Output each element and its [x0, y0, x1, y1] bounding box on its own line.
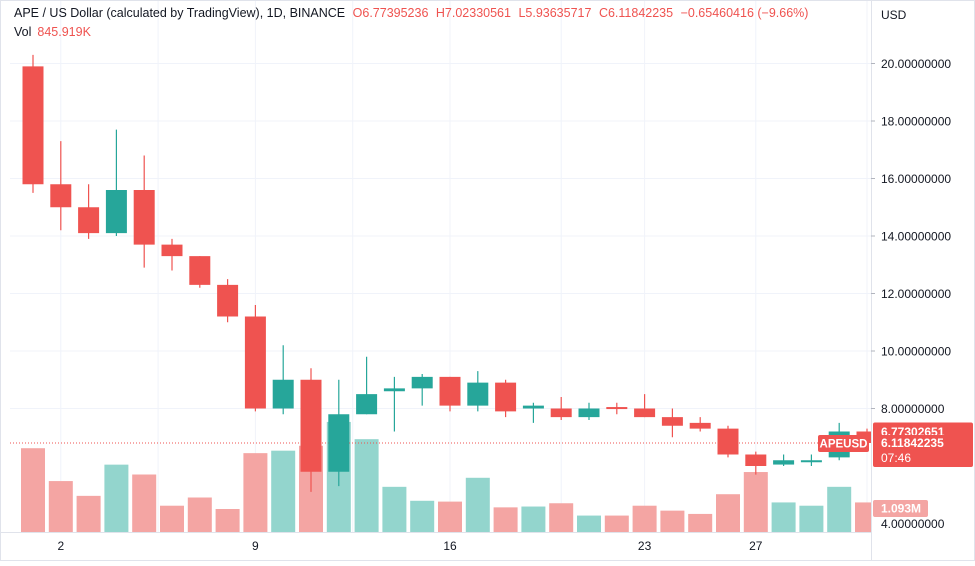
candle-body [272, 379, 294, 409]
candle-body [773, 460, 795, 465]
price-tick-label: 20.00000000 [881, 57, 951, 71]
volume-bar [438, 501, 462, 532]
price-axis[interactable]: 20.00000000 18.00000000 16.00000000 14.0000… [871, 0, 975, 561]
volume-value: 845.919K [37, 25, 91, 39]
volume-bar [743, 472, 768, 532]
candle-body [606, 407, 628, 410]
volume-bar [187, 497, 212, 532]
date-tick-label: 16 [443, 539, 457, 553]
volume-bar [632, 505, 657, 532]
low-value: L5.93635717 [518, 6, 592, 20]
open-value: O6.77395236 [352, 6, 429, 20]
candle-body [467, 382, 489, 406]
candle-body [78, 207, 100, 234]
candle-body [411, 376, 433, 389]
candle-body [578, 408, 600, 418]
volume-bar [465, 477, 490, 532]
candle-body [800, 460, 822, 463]
countdown-label: 07:46 [881, 451, 911, 465]
volume-bar [827, 486, 852, 532]
candle-body [300, 379, 322, 472]
candle-body [133, 190, 155, 245]
candle-body [689, 422, 711, 429]
close-value: C6.11842235 [598, 6, 674, 20]
currency-label: USD [881, 8, 907, 22]
ohlc-legend: APE / US Dollar (calculated by TradingVi… [14, 6, 812, 20]
candle-body [217, 284, 239, 317]
volume-bar [215, 509, 240, 532]
candle-body [383, 388, 405, 392]
volume-bar [104, 464, 129, 532]
candle-body [745, 454, 767, 466]
candle-body [50, 184, 72, 208]
candle-body [661, 417, 683, 426]
volume-badge-label: 1.093M [881, 502, 921, 516]
volume-bar [354, 439, 379, 532]
volume-bar [521, 506, 546, 532]
date-tick-label: 2 [57, 539, 64, 553]
candle-body [161, 244, 183, 257]
date-tick-label: 9 [252, 539, 259, 553]
price-badges: 6.77302651 6.11842235 07:46 APEUSD 1.093… [818, 422, 973, 531]
price-tick-label: 8.00000000 [881, 402, 945, 416]
volume-bar [493, 507, 518, 532]
plot-area[interactable] [10, 0, 871, 532]
candle-body [105, 190, 127, 234]
volume-bars [21, 421, 879, 532]
grid [10, 0, 871, 532]
symbol-badge [818, 435, 869, 452]
volume-bar [48, 481, 73, 532]
date-tick-label: 27 [749, 539, 763, 553]
partial-price-tick: 4.00000000 [881, 517, 945, 531]
change-value: −0.65460416 (−9.66%) [680, 6, 809, 20]
price-tick-label: 18.00000000 [881, 115, 951, 129]
volume-bar [243, 453, 268, 532]
candle-body [495, 382, 517, 412]
volume-badge [873, 500, 928, 517]
price-tick-label: 12.00000000 [881, 287, 951, 301]
candle-body [22, 66, 44, 185]
symbol-label: APEUSD [820, 439, 868, 451]
volume-bar [799, 505, 824, 532]
volume-bar [21, 448, 45, 532]
volume-label: Vol [14, 25, 32, 39]
volume-bar [771, 502, 796, 532]
candle-body [328, 414, 350, 472]
candle-body [717, 428, 739, 455]
candle-body [439, 376, 461, 406]
price-tick-label: 14.00000000 [881, 230, 951, 244]
volume-legend: Vol 845.919K [14, 25, 91, 39]
candle-body [522, 405, 544, 409]
candle-body [356, 394, 378, 415]
volume-bar [716, 494, 740, 532]
candle-body [189, 256, 211, 285]
volume-bar [76, 495, 101, 532]
volume-bar [577, 515, 601, 532]
high-value: H7.02330561 [435, 6, 511, 20]
candle-body [550, 408, 572, 418]
volume-bar [382, 486, 407, 532]
symbol-title: APE / US Dollar (calculated by TradingVi… [14, 6, 346, 20]
volume-bar [271, 450, 296, 532]
volume-bar [132, 474, 157, 532]
volume-bar [549, 503, 574, 532]
last-price-label: 6.11842235 [881, 436, 944, 450]
volume-bar [660, 510, 685, 532]
price-tick-label: 16.00000000 [881, 172, 951, 186]
candle-body [244, 316, 266, 409]
time-axis-bg[interactable] [0, 532, 871, 561]
date-tick-label: 23 [638, 539, 652, 553]
volume-bar [160, 505, 184, 532]
volume-bar [604, 515, 629, 532]
volume-bar [688, 513, 713, 532]
last-price-badge [873, 435, 973, 467]
candle-body [634, 408, 656, 418]
volume-bar [410, 500, 435, 532]
price-axis-bg[interactable] [871, 0, 975, 561]
price-tick-label: 10.00000000 [881, 345, 951, 359]
